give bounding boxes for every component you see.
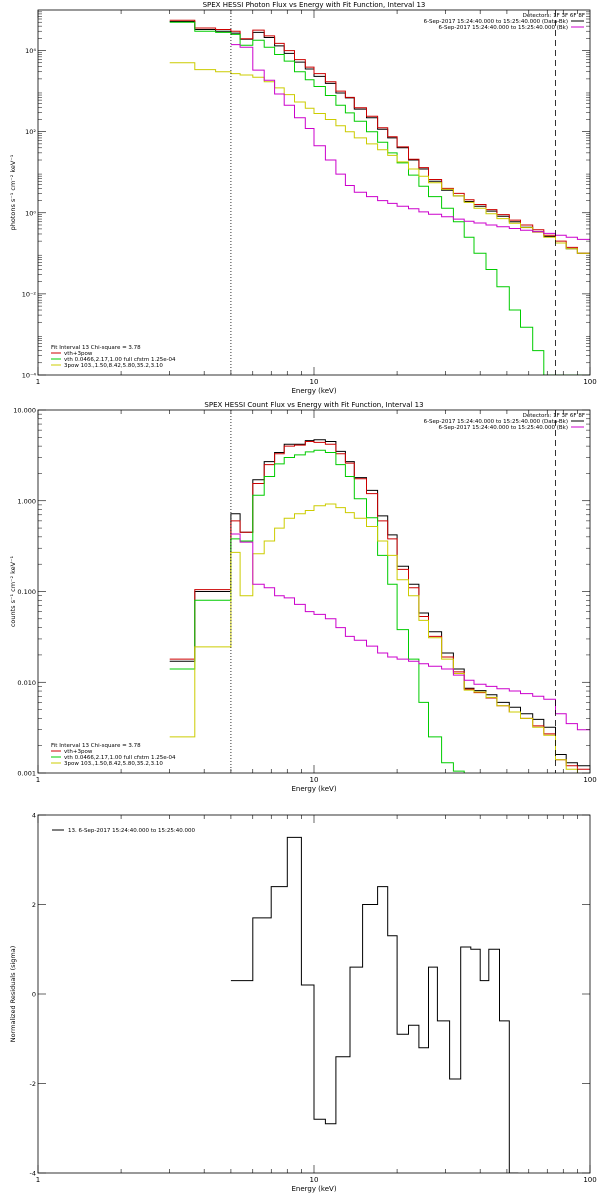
y-tick-label: 0.001 (17, 770, 36, 778)
y-tick-label: 10⁻⁴ (22, 372, 37, 380)
y-tick-label: 10.000 (13, 407, 36, 415)
x-axis-label: Energy (keV) (291, 1185, 336, 1193)
y-tick-label: 10⁴ (25, 47, 36, 55)
legend-entry: 13. 6-Sep-2017 15:24:40.000 to 15:25:40.… (68, 828, 195, 834)
plot-frame (37, 9, 591, 376)
series-line-3pow (169, 62, 590, 254)
y-tick-label: 10⁻² (22, 290, 37, 298)
legend-entry: vth 0.0466,2.17,1.00 full cfstm 1.25e-04 (64, 357, 176, 363)
legend-entry: 3pow 103.,1.50,8.42,5.80,35.2,3.10 (64, 363, 163, 369)
series-line-vth-3pow (169, 19, 590, 254)
series-line-vth-3pow (169, 441, 590, 770)
series-line-bk (230, 44, 590, 240)
legend-entry: 6-Sep-2017 15:24:40.000 to 15:25:40.000 … (424, 19, 568, 25)
x-tick-label: 100 (583, 378, 596, 386)
y-tick-label: -2 (30, 1080, 36, 1088)
chart-title: SPEX HESSI Photon Flux vs Energy with Fi… (203, 1, 426, 9)
legend-entry: vth+3pow (64, 351, 93, 357)
y-tick-label: -4 (30, 1170, 36, 1178)
legend-entry: Detectors: 1F 3F 6F 8F (523, 413, 585, 419)
x-tick-label: 10 (310, 1176, 319, 1184)
series-line-bk (230, 533, 590, 731)
series-line-3pow (169, 503, 578, 773)
legend-entry: vth+3pow (64, 749, 93, 755)
y-tick-label: 0 (32, 991, 36, 999)
x-tick-label: 1 (36, 776, 40, 784)
y-tick-label: 10² (25, 128, 36, 136)
series-line-data-bk (169, 21, 590, 254)
legend-entry: 6-Sep-2017 15:24:40.000 to 15:25:40.000 … (439, 425, 569, 431)
legend-entry: Detectors: 1F 3F 6F 8F (523, 13, 585, 19)
x-tick-label: 1 (36, 378, 40, 386)
y-tick-label: 0.010 (17, 679, 36, 687)
y-axis-label: photons s⁻¹ cm⁻² keV⁻¹ (9, 154, 17, 230)
legend-entry: 6-Sep-2017 15:24:40.000 to 15:25:40.000 … (439, 25, 569, 31)
chart-panel-2: SPEX HESSI Count Flux vs Energy with Fit… (9, 401, 597, 793)
y-tick-label: 1.000 (17, 497, 36, 505)
x-tick-label: 100 (583, 776, 596, 784)
y-axis-label: Normalized Residuals (sigma) (9, 946, 17, 1043)
x-tick-label: 10 (310, 776, 319, 784)
legend-entry: Fit Interval 13 Chi-square = 3.78 (51, 743, 141, 749)
series-line-vth (169, 21, 590, 375)
x-tick-label: 10 (310, 378, 319, 386)
chart-panel-3: 1 10 100 Energy (keV) -4 -2 0 2 4 Normalized Resi… (9, 812, 597, 1194)
chart-title: SPEX HESSI Count Flux vs Energy with Fit… (204, 401, 423, 409)
x-axis-label: Energy (keV) (291, 387, 336, 395)
chart-panel-1: SPEX HESSI Photon Flux vs Energy with Fi… (9, 1, 597, 395)
plot-frame (37, 409, 591, 774)
y-axis-label: counts s⁻¹ cm⁻² keV⁻¹ (9, 555, 17, 627)
y-tick-label: 2 (32, 901, 36, 909)
series-line-data-bk (169, 439, 590, 767)
series-line-vth (169, 449, 465, 773)
y-tick-label: 4 (32, 812, 36, 820)
legend-entry: 3pow 103.,1.50,8.42,5.80,35.2,3.10 (64, 761, 163, 767)
y-tick-label: 0.100 (17, 588, 36, 596)
legend-entry: vth 0.0466,2.17,1.00 full cfstm 1.25e-04 (64, 755, 176, 761)
x-axis-label: Energy (keV) (291, 785, 336, 793)
legend-entry: 6-Sep-2017 15:24:40.000 to 15:25:40.000 … (424, 419, 568, 425)
series-line-13- (230, 836, 519, 1173)
x-tick-label: 1 (36, 1176, 40, 1184)
y-tick-label: 10⁰ (25, 209, 36, 217)
legend-entry: Fit Interval 13 Chi-square = 3.78 (51, 345, 141, 351)
x-tick-label: 100 (583, 1176, 596, 1184)
